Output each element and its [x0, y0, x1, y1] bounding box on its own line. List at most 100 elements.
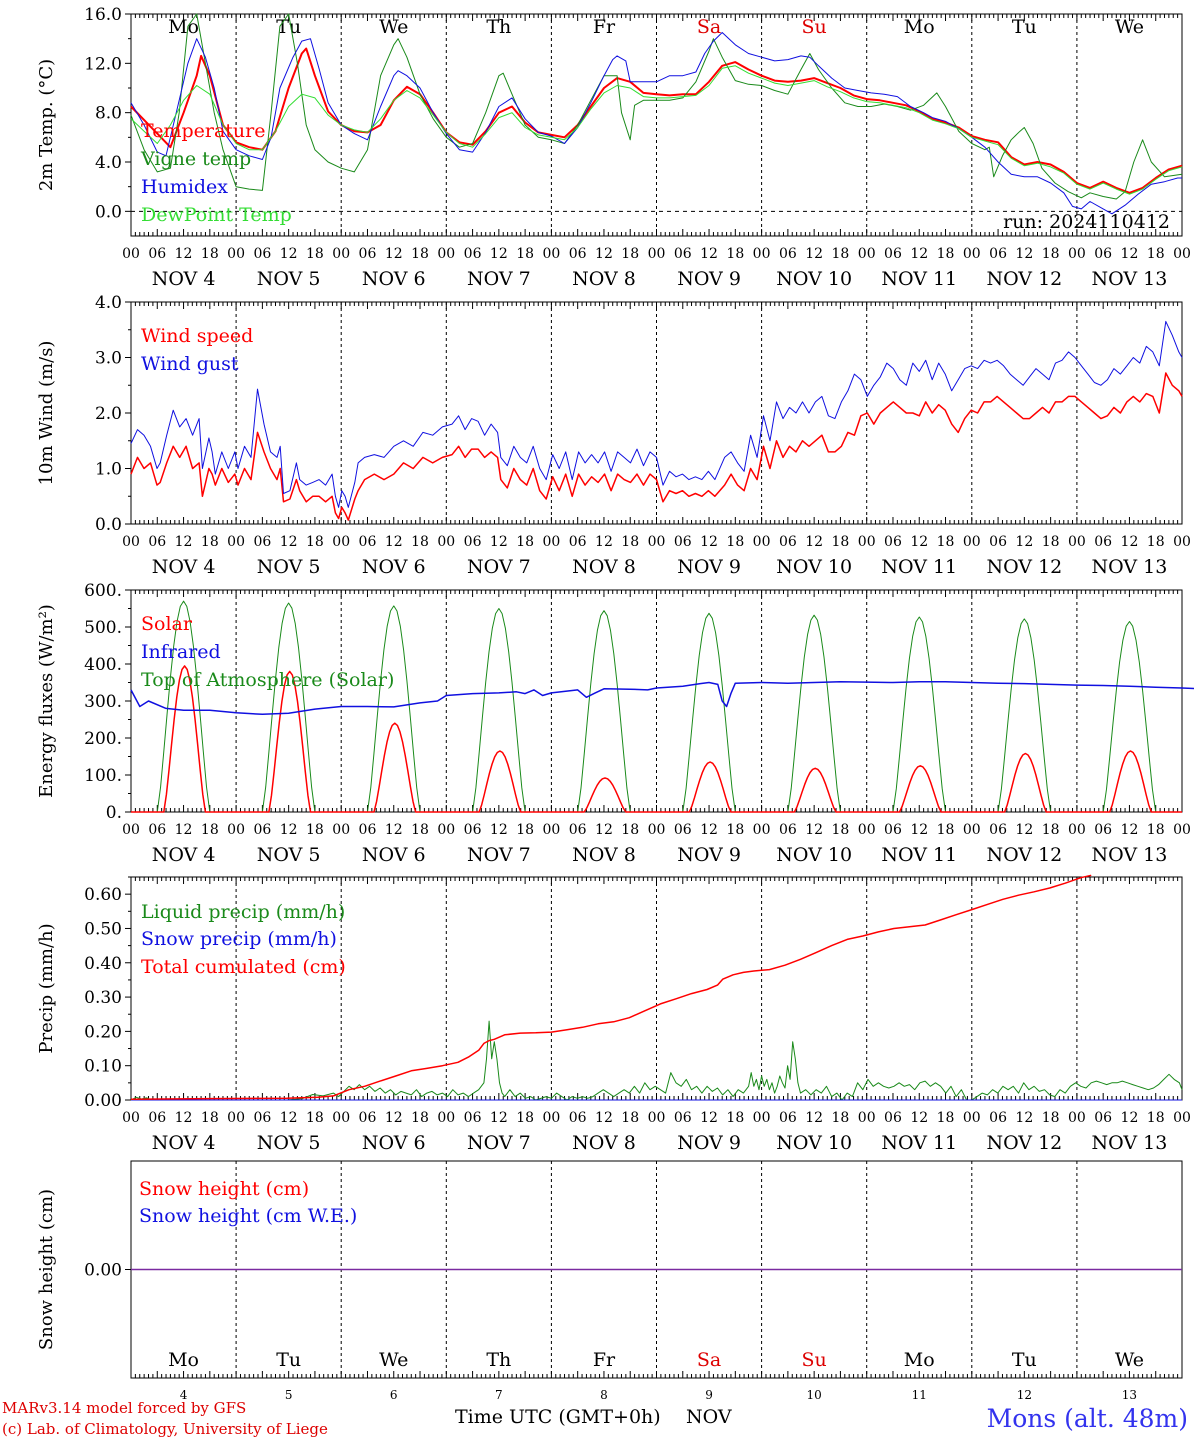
panel1-ytick-label: 4.0	[95, 153, 122, 173]
panel2-hour-label: 00	[858, 534, 876, 550]
panel2-ytick-label: 0.0	[95, 515, 122, 535]
panel4-date-label: NOV 8	[572, 1132, 636, 1154]
panel3-ytick-label: 400.	[84, 655, 122, 675]
panel4-date-label: NOV 12	[986, 1132, 1062, 1154]
panel2-hour-label: 18	[1147, 534, 1165, 550]
panel1-weekday-label: Th	[486, 16, 511, 38]
panel4-ytick-label: 0.30	[84, 988, 122, 1008]
panel1-hour-label: 06	[148, 246, 166, 262]
panel4-ytick-label: 0.40	[84, 954, 122, 974]
panel2-legend-entry: Wind gust	[141, 353, 239, 375]
panel5-weekday-label: We	[379, 1349, 408, 1371]
panel1-ytick-label: 0.0	[95, 202, 122, 222]
panel1-weekday-label: Tu	[276, 16, 301, 38]
panel4-hour-label: 12	[700, 1110, 718, 1126]
panel2-hour-label: 12	[1121, 534, 1139, 550]
panel3-date-label: NOV 10	[776, 844, 852, 866]
panel2-hour-label: 18	[621, 534, 639, 550]
panel4-hour-label: 18	[306, 1110, 324, 1126]
station-label: Mons (alt. 48m)	[987, 1404, 1188, 1433]
panel3-ytick-label: 200.	[84, 729, 122, 749]
panel4-hour-label: 18	[937, 1110, 955, 1126]
panel2-hour-label: 00	[542, 534, 560, 550]
panel4-date-label: NOV 10	[776, 1132, 852, 1154]
panel4-ytick-label: 0.60	[84, 885, 122, 905]
panel1-weekday-label: Mo	[168, 16, 199, 38]
panel3-ytick-label: 600.	[84, 581, 122, 601]
panel4-legend-entry: Total cumulated (cm)	[141, 956, 346, 978]
panel4-hour-label: 18	[1147, 1110, 1165, 1126]
day-number-label: 13	[1122, 1388, 1137, 1402]
panel4-hour-label: 00	[437, 1110, 455, 1126]
panel3-date-label: NOV 5	[257, 844, 321, 866]
panel1-date-label: NOV 5	[257, 268, 321, 290]
panel2-hour-label: 18	[411, 534, 429, 550]
panel3-hour-label: 18	[621, 822, 639, 838]
panel1-hour-label: 12	[595, 246, 613, 262]
panel3-date-label: NOV 9	[677, 844, 741, 866]
panel3-hour-label: 06	[253, 822, 271, 838]
panel3-hour-label: 00	[122, 822, 140, 838]
panel4-ytick-label: 0.10	[84, 1057, 122, 1077]
panel4-hour-label: 18	[516, 1110, 534, 1126]
x-axis-label: Time UTC (GMT+0h)	[455, 1406, 661, 1428]
panel3-hour-label: 12	[805, 822, 823, 838]
panel1-weekday-label: We	[1115, 16, 1144, 38]
panel3-date-label: NOV 12	[986, 844, 1062, 866]
panel2-series-wind-gust	[130, 320, 1183, 508]
panel1-legend-entry: Temperature	[141, 120, 265, 142]
panel2-hour-label: 12	[175, 534, 193, 550]
panel1-hour-label: 06	[989, 246, 1007, 262]
panel1-hour-label: 00	[963, 246, 981, 262]
panel1-hour-label: 00	[1068, 246, 1086, 262]
panel1-hour-label: 00	[122, 246, 140, 262]
panel1-hour-label: 00	[753, 246, 771, 262]
panel1-series-vigne-temp	[130, 13, 1183, 200]
panel4-hour-label: 18	[832, 1110, 850, 1126]
panel4-date-label: NOV 5	[257, 1132, 321, 1154]
panel1-hour-label: 00	[437, 246, 455, 262]
panel2-hour-label: 12	[280, 534, 298, 550]
panel3-hour-label: 18	[516, 822, 534, 838]
panel2-hour-label: 06	[359, 534, 377, 550]
panel1-hour-label: 12	[175, 246, 193, 262]
panel4-hour-label: 12	[490, 1110, 508, 1126]
panel2-hour-label: 00	[1068, 534, 1086, 550]
panel1-hour-label: 00	[858, 246, 876, 262]
panel1-weekday-label: Fr	[593, 16, 616, 38]
panel3-hour-label: 12	[490, 822, 508, 838]
panel1-ytick-label: 12.0	[84, 54, 122, 74]
panel3-hour-label: 00	[858, 822, 876, 838]
panel3-hour-label: 06	[148, 822, 166, 838]
panel1-hour-label: 18	[621, 246, 639, 262]
panel2-date-label: NOV 5	[257, 556, 321, 578]
panel2-hour-label: 12	[595, 534, 613, 550]
panel4-hour-label: 12	[385, 1110, 403, 1126]
panel2-ytick-label: 4.0	[95, 293, 122, 313]
panel1-hour-label: 18	[516, 246, 534, 262]
panel3-hour-label: 12	[910, 822, 928, 838]
panel4-hour-label: 00	[753, 1110, 771, 1126]
panel1-hour-label: 06	[884, 246, 902, 262]
panel1-date-label: NOV 7	[467, 268, 531, 290]
panel3-date-label: NOV 7	[467, 844, 531, 866]
panel2-date-label: NOV 13	[1092, 556, 1168, 578]
panel3-date-label: NOV 4	[152, 844, 216, 866]
panel1-hour-label: 00	[542, 246, 560, 262]
panel5-weekday-label: Tu	[276, 1349, 301, 1371]
panel2-hour-label: 06	[884, 534, 902, 550]
panel3-date-label: NOV 6	[362, 844, 426, 866]
panel3-hour-label: 18	[411, 822, 429, 838]
panel1-hour-label: 06	[253, 246, 271, 262]
panel1-hour-label: 12	[385, 246, 403, 262]
panel1-legend-entry: Vigne temp	[140, 148, 251, 170]
panel2-hour-label: 06	[779, 534, 797, 550]
panel3-legend-entry: Solar	[141, 613, 193, 635]
panel2-date-label: NOV 8	[572, 556, 636, 578]
panel3-hour-label: 18	[1147, 822, 1165, 838]
panel3-hour-label: 00	[332, 822, 350, 838]
panel3-hour-label: 00	[753, 822, 771, 838]
panel1-weekday-label: Tu	[1012, 16, 1037, 38]
panel2-hour-label: 18	[726, 534, 744, 550]
x-axis-unit: NOV	[686, 1406, 732, 1428]
